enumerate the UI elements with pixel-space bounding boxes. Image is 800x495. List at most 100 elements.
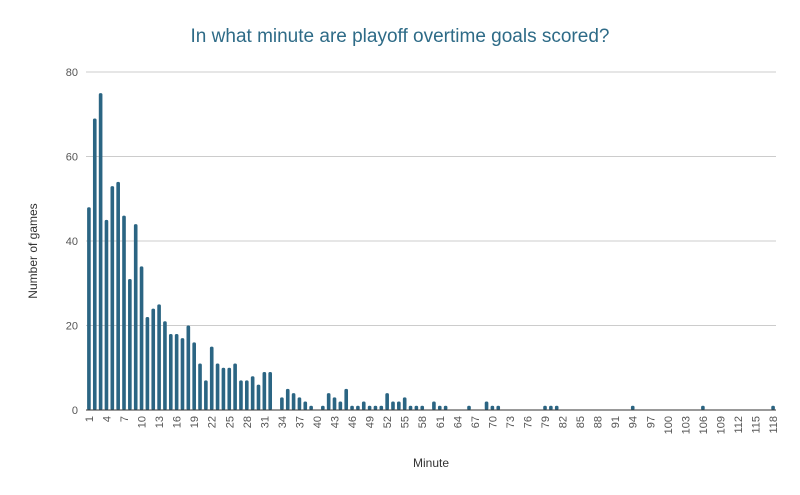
- bar-minute-32: [268, 371, 273, 410]
- gridlines: [86, 71, 776, 326]
- x-tick-label: 103: [680, 416, 692, 434]
- bar-minute-57: [414, 405, 419, 410]
- bar-minute-50: [373, 405, 378, 410]
- x-tick-label: 97: [645, 416, 657, 428]
- bar-minute-18: [186, 325, 191, 410]
- bar-minute-79: [543, 405, 547, 410]
- bar-minute-41: [321, 405, 325, 410]
- x-tick-label: 10: [137, 416, 149, 428]
- bar-minute-35: [285, 388, 290, 410]
- x-tick-label: 115: [751, 416, 763, 434]
- bar-minute-4: [104, 219, 109, 410]
- bar-minute-42: [326, 393, 331, 410]
- x-tick-label: 34: [277, 416, 289, 428]
- bar-minute-34: [280, 397, 284, 410]
- x-tick-label: 64: [452, 416, 464, 428]
- bar-minute-6: [116, 181, 120, 410]
- x-tick-label: 91: [610, 416, 622, 428]
- bar-minute-30: [256, 384, 261, 410]
- x-tick-label: 13: [154, 416, 166, 428]
- bar-minute-12: [151, 308, 156, 410]
- bar-minute-21: [204, 380, 208, 410]
- x-tick-label: 4: [101, 416, 113, 422]
- x-tick-label: 118: [768, 416, 780, 434]
- bar-minute-80: [549, 405, 553, 410]
- y-tick-label: 80: [66, 67, 78, 79]
- y-tick-label: 0: [72, 405, 78, 417]
- x-tick-label: 82: [558, 416, 570, 428]
- bar-minute-25: [227, 367, 232, 410]
- bar-minute-27: [239, 380, 243, 410]
- bar-minute-44: [338, 401, 343, 410]
- x-tick-label: 61: [435, 416, 447, 428]
- bar-minute-17: [180, 338, 185, 410]
- bar-minute-48: [361, 401, 366, 410]
- y-tick-label: 40: [66, 236, 78, 248]
- bar-minute-61: [437, 405, 442, 410]
- bar-minute-69: [484, 401, 489, 410]
- bar-minute-94: [630, 405, 635, 410]
- x-tick-label: 55: [400, 416, 412, 428]
- x-tick-label: 112: [733, 416, 745, 434]
- bar-minute-62: [443, 405, 448, 410]
- bar-minute-20: [198, 363, 202, 410]
- x-tick-label: 79: [540, 416, 552, 428]
- x-tick-label: 46: [347, 416, 359, 428]
- bar-minute-71: [496, 405, 501, 410]
- bar-minute-53: [391, 401, 395, 410]
- bar-minute-23: [215, 363, 220, 410]
- bar-minute-8: [128, 279, 132, 410]
- bar-minute-11: [145, 317, 150, 410]
- bar-minute-51: [379, 405, 384, 410]
- bar-minute-43: [332, 397, 337, 410]
- x-tick-label: 19: [189, 416, 201, 428]
- x-tick-label: 49: [365, 416, 377, 428]
- bars: [87, 93, 775, 410]
- bar-minute-16: [174, 333, 179, 410]
- x-tick-label: 22: [207, 416, 219, 428]
- chart-title: In what minute are playoff overtime goal…: [190, 26, 610, 47]
- x-tick-label: 94: [628, 416, 640, 428]
- x-tick-label: 106: [698, 416, 710, 434]
- bar-minute-31: [262, 371, 267, 410]
- x-tick-label: 73: [505, 416, 517, 428]
- bar-minute-13: [157, 304, 161, 410]
- x-axis-label: Minute: [412, 456, 450, 470]
- x-tick-label: 25: [224, 416, 236, 428]
- bar-minute-118: [771, 405, 775, 410]
- x-tick-label: 1: [84, 416, 96, 422]
- x-tick-label: 37: [294, 416, 306, 428]
- bar-minute-3: [98, 93, 103, 410]
- bar-minute-26: [233, 363, 237, 410]
- bar-minute-37: [297, 397, 302, 410]
- bar-minute-52: [385, 393, 389, 410]
- bar-minute-7: [122, 215, 126, 410]
- x-tick-label: 31: [259, 416, 271, 428]
- x-tick-label: 88: [593, 416, 605, 428]
- x-tick-label: 67: [470, 416, 482, 428]
- bar-minute-22: [209, 346, 214, 410]
- y-tick-label: 20: [66, 321, 78, 333]
- x-tick-label: 7: [119, 416, 131, 422]
- bar-minute-45: [344, 388, 349, 410]
- bar-minute-58: [420, 405, 425, 410]
- bar-minute-9: [133, 224, 138, 410]
- bar-minute-24: [221, 367, 226, 410]
- bar-minute-38: [303, 401, 308, 410]
- bar-minute-56: [408, 405, 413, 410]
- x-tick-label: 43: [330, 416, 342, 428]
- x-tick-label: 40: [312, 416, 324, 428]
- bar-minute-47: [356, 405, 360, 410]
- bar-minute-15: [168, 333, 173, 410]
- x-tick-label: 16: [172, 416, 184, 428]
- bar-minute-5: [110, 186, 115, 410]
- x-tick-label: 58: [417, 416, 429, 428]
- x-tick-label: 100: [663, 416, 675, 434]
- bar-minute-54: [397, 401, 401, 410]
- bar-minute-66: [467, 405, 471, 410]
- bar-minute-14: [163, 321, 167, 410]
- x-tick-label: 85: [575, 416, 587, 428]
- bar-minute-70: [490, 405, 495, 410]
- x-tick-label: 76: [522, 416, 534, 428]
